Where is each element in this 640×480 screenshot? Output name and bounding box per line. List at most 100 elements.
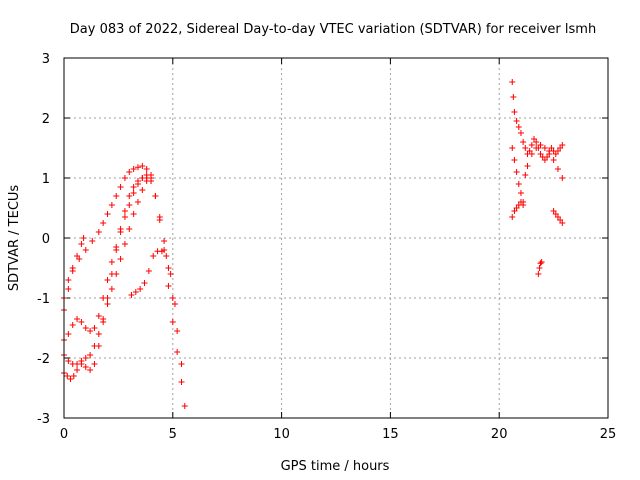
data-point (104, 301, 111, 307)
data-point (143, 166, 150, 172)
data-point (546, 151, 553, 157)
data-point (537, 260, 544, 267)
data-point (82, 247, 89, 253)
data-point (104, 277, 111, 283)
data-point (181, 403, 188, 409)
series-track-2 (61, 163, 188, 409)
data-point (513, 118, 520, 124)
data-point (113, 247, 120, 253)
data-point (121, 208, 128, 214)
data-point (128, 292, 135, 298)
data-point (515, 181, 522, 187)
data-point (126, 193, 133, 199)
data-point (126, 202, 133, 208)
data-point (509, 79, 516, 85)
data-point (169, 295, 176, 301)
data-point (104, 295, 111, 301)
data-point (137, 286, 144, 292)
data-point (100, 220, 107, 226)
data-point (87, 367, 94, 373)
data-point (78, 361, 85, 367)
data-point (78, 319, 85, 325)
data-point (528, 142, 535, 148)
data-point (174, 328, 181, 334)
data-point (510, 94, 517, 100)
data-point (65, 358, 72, 364)
data-point (117, 226, 124, 232)
data-point (145, 268, 152, 274)
data-point (108, 259, 115, 265)
data-point (524, 163, 531, 169)
data-point (121, 175, 128, 181)
data-point (167, 271, 174, 277)
data-point (65, 277, 72, 283)
data-point (108, 202, 115, 208)
data-point (156, 214, 163, 220)
y-tick-label: 1 (42, 172, 50, 187)
series-track-7 (509, 79, 566, 163)
data-point (95, 313, 102, 319)
series-track-11 (550, 208, 566, 226)
data-point (174, 349, 181, 355)
data-point (134, 178, 141, 184)
series-track-10 (535, 259, 545, 277)
data-point (143, 175, 150, 181)
y-tick-label: -1 (37, 292, 50, 307)
data-point (74, 316, 81, 322)
x-tick-label: 20 (491, 427, 508, 442)
data-point (69, 322, 76, 328)
series-track-5 (61, 175, 155, 382)
data-point (82, 364, 89, 370)
data-point (161, 238, 168, 244)
series-track-1 (61, 235, 87, 313)
data-point (65, 331, 72, 337)
data-point (517, 130, 524, 136)
data-point (178, 379, 185, 385)
data-point (108, 271, 115, 277)
data-point (513, 169, 520, 175)
data-point (69, 265, 76, 271)
data-point (95, 229, 102, 235)
data-point (171, 301, 178, 307)
data-point (550, 157, 557, 163)
data-point (509, 214, 516, 220)
series-track-6 (128, 248, 178, 307)
data-point (70, 373, 77, 379)
y-axis-label: SDTVAR / TECUs (7, 185, 22, 292)
x-tick-label: 5 (169, 427, 177, 442)
data-point (178, 361, 185, 367)
data-point (152, 193, 159, 199)
data-point (559, 175, 566, 181)
y-tick-label: 3 (42, 52, 50, 67)
axis-ticks: 0 5 10 15 20 25 -3 -2 -1 0 1 2 3 (37, 52, 616, 442)
data-point (130, 190, 137, 196)
data-point (509, 145, 516, 151)
data-point (150, 253, 157, 259)
series-track-9 (509, 172, 529, 220)
data-point (134, 164, 141, 171)
data-point (533, 145, 540, 151)
data-point (89, 238, 96, 244)
data-point (139, 163, 146, 169)
series-track-4 (61, 172, 155, 367)
data-point (121, 214, 128, 220)
data-point (522, 145, 529, 151)
data-point (134, 199, 141, 205)
data-point (130, 166, 137, 172)
plot-frame (63, 57, 609, 419)
data-point (87, 328, 94, 334)
data-point (95, 331, 102, 337)
data-point (559, 142, 566, 148)
data-point (108, 286, 115, 292)
data-point (515, 124, 522, 130)
data-point (528, 151, 535, 157)
series-track-3 (61, 172, 185, 367)
data-point (520, 202, 527, 208)
data-point (91, 361, 98, 367)
data-point (130, 184, 137, 190)
data-point (517, 190, 524, 196)
data-point (537, 142, 544, 148)
data-point (533, 139, 540, 145)
data-point (538, 259, 545, 265)
